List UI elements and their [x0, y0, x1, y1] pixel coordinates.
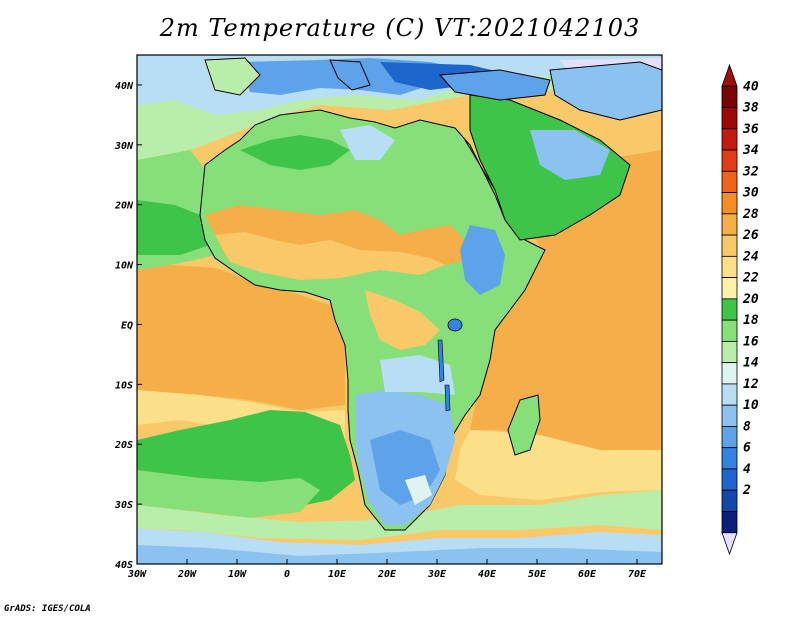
map-title: 2m Temperature (C) VT:2021042103 — [159, 14, 641, 42]
colorbar-label: 20 — [742, 292, 759, 307]
colorbar-label: 8 — [743, 419, 751, 434]
colorbar: 40 38 36 34 32 30 28 26 24 22 20 18 16 14 12 10 8 6 4 2 — [721, 63, 759, 556]
lon-tick-label: 60E — [578, 569, 597, 580]
lon-tick-label: 50E — [528, 569, 547, 580]
lat-tick-label: 30S — [114, 500, 133, 511]
tropical-atlantic-warm — [137, 265, 345, 410]
colorbar-swatch — [721, 234, 738, 257]
colorbar-under-arrow — [721, 532, 738, 556]
colorbar-label: 38 — [742, 101, 759, 116]
libya-cool — [340, 125, 395, 160]
lon-tick-label: 10E — [328, 569, 347, 580]
colorbar-label: 26 — [742, 228, 759, 243]
lat-tick-label: 40N — [115, 81, 134, 92]
iberia-land — [204, 57, 261, 96]
colorbar-label: 10 — [743, 398, 759, 413]
lat-tick-label: 30N — [114, 141, 134, 152]
arabia-cool — [530, 130, 610, 180]
lat-tick-label: EQ — [121, 320, 133, 331]
atlas-green — [240, 135, 350, 170]
lake-tanganyika — [437, 339, 445, 383]
angola-cool — [380, 355, 455, 395]
colorbar-swatch — [721, 128, 738, 151]
colorbar-swatch — [721, 340, 738, 364]
temperature-field — [137, 55, 662, 564]
italy-land — [329, 59, 371, 91]
lon-tick-label: 40E — [478, 569, 497, 580]
atlantic-north-deepgreen — [137, 200, 210, 255]
grads-credit: GrADS: IGES/COLA — [4, 604, 91, 614]
lon-tick-label: 30W — [127, 569, 147, 580]
colorbar-label: 24 — [742, 249, 759, 264]
colorbar-swatch — [721, 277, 738, 300]
colorbar-label: 12 — [743, 377, 759, 392]
lon-tick-label: 20E — [377, 569, 397, 580]
red-sea-coast — [464, 139, 506, 221]
turkey-land — [438, 69, 551, 101]
colorbar-swatch — [721, 489, 738, 512]
lat-tick-label: 40S — [115, 560, 133, 571]
lake-malawi — [444, 384, 451, 412]
lon-tick-label: 30E — [427, 569, 447, 580]
sahel-yellow — [215, 232, 445, 280]
ethiopia-cool — [460, 225, 505, 295]
lat-tick-label: 10N — [115, 261, 134, 272]
lat-tick-label: 20N — [114, 201, 134, 212]
colorbar-label: 30 — [742, 186, 759, 201]
colorbar-swatch — [721, 192, 738, 215]
lon-tick-label: 70E — [628, 569, 647, 580]
lesotho-cold — [405, 475, 432, 505]
indian-ocean-yellow — [455, 430, 662, 500]
colorbar-swatch — [721, 213, 738, 236]
colorbar-swatch — [721, 404, 738, 427]
colorbar-swatch — [721, 255, 738, 279]
colorbar-swatch — [721, 107, 738, 130]
madagascar-land — [507, 394, 541, 456]
lon-tick-label: 20W — [177, 569, 197, 580]
colorbar-over-arrow — [721, 63, 738, 87]
lake-victoria — [447, 318, 463, 332]
colorbar-swatch — [721, 170, 738, 193]
colorbar-label: 18 — [743, 313, 759, 328]
lat-tick-label: 10S — [115, 380, 133, 391]
colorbar-label: 32 — [742, 164, 759, 179]
iran-land — [549, 61, 662, 121]
axis-ticks: 30W 20W 10W 0 10E 20E 30E 40E 50E 60E 70E 40N 30N 20N… — [114, 81, 647, 580]
colorbar-swatch — [721, 447, 738, 470]
congo-yellow — [365, 290, 440, 350]
colorbar-swatch — [721, 383, 738, 406]
colorbar-label: 6 — [743, 441, 751, 456]
colorbar-swatch — [721, 426, 738, 449]
lon-tick-label: 10W — [228, 569, 247, 580]
southern-ocean-blue — [137, 545, 662, 564]
lon-tick-label: 0 — [284, 569, 290, 580]
colorbar-swatch — [721, 85, 738, 108]
colorbar-swatch — [721, 298, 738, 321]
colorbar-label: 28 — [742, 207, 759, 222]
colorbar-swatch — [721, 319, 738, 342]
southern-ocean-green — [137, 490, 662, 540]
colorbar-swatch — [721, 362, 738, 385]
lat-tick-label: 20S — [114, 440, 133, 451]
colorbar-label: 16 — [743, 334, 759, 349]
colorbar-swatch — [721, 468, 738, 491]
colorbar-label: 2 — [742, 483, 751, 498]
map-frame — [136, 54, 663, 565]
south-atlantic-lightgreen — [137, 470, 320, 518]
colorbar-label: 4 — [743, 462, 751, 477]
colorbar-label: 40 — [743, 79, 759, 94]
colorbar-label: 22 — [742, 271, 759, 286]
colorbar-label: 34 — [742, 143, 759, 158]
colorbar-swatch — [721, 511, 738, 534]
colorbar-label: 14 — [743, 356, 759, 371]
colorbar-label: 36 — [742, 122, 759, 137]
colorbar-swatch — [721, 149, 738, 172]
